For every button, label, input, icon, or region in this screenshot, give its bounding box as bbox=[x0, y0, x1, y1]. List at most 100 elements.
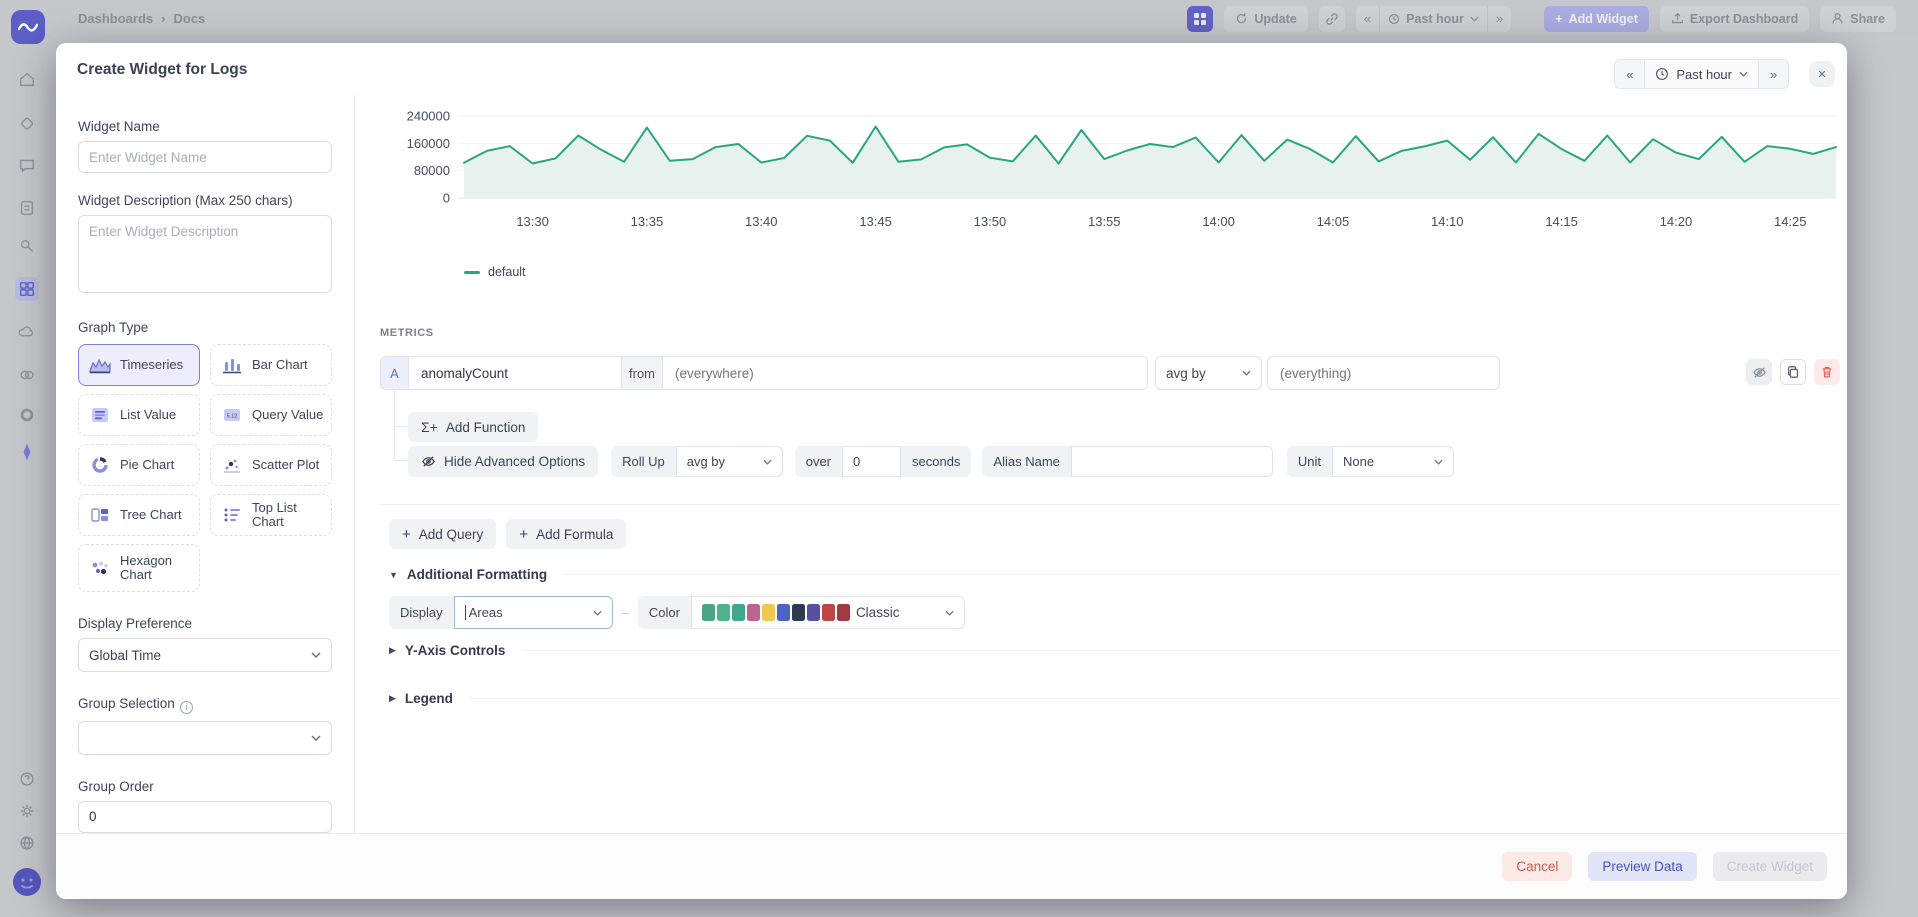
additional-formatting-section[interactable]: ▼ Additional Formatting bbox=[389, 567, 1840, 582]
breadcrumb-docs[interactable]: Docs bbox=[173, 11, 205, 26]
chevron-down-icon bbox=[945, 610, 954, 616]
y-axis-controls-section[interactable]: ▶ Y-Axis Controls bbox=[389, 643, 1840, 658]
graph-type-scatter-plot[interactable]: Scatter Plot bbox=[210, 444, 332, 486]
update-button[interactable]: Update bbox=[1224, 6, 1307, 32]
color-group: Color Classic bbox=[638, 596, 965, 629]
aggregation-select[interactable]: avg by bbox=[1155, 356, 1262, 390]
top-list-chart-icon bbox=[221, 505, 243, 525]
sidebar-records-icon[interactable] bbox=[15, 403, 39, 427]
group-by-input[interactable] bbox=[1267, 356, 1500, 390]
chevron-down-icon bbox=[311, 652, 321, 658]
add-widget-button[interactable]: + Add Widget bbox=[1544, 6, 1649, 32]
sidebar-tags-icon[interactable] bbox=[15, 112, 39, 136]
display-preference-label: Display Preference bbox=[78, 616, 332, 631]
cancel-button[interactable]: Cancel bbox=[1502, 852, 1572, 881]
graph-type-timeseries[interactable]: Timeseries bbox=[78, 344, 200, 386]
interval-input[interactable] bbox=[853, 454, 890, 469]
chevron-down-icon bbox=[763, 459, 772, 465]
graph-type-bar-chart[interactable]: Bar Chart bbox=[210, 344, 332, 386]
duplicate-query-button[interactable] bbox=[1780, 359, 1806, 385]
legend-section[interactable]: ▶ Legend bbox=[389, 691, 1840, 706]
filter-input[interactable] bbox=[663, 357, 1147, 389]
alias-input[interactable] bbox=[1082, 454, 1262, 469]
graph-type-label-text: Top List Chart bbox=[252, 501, 327, 530]
time-forward-button[interactable]: » bbox=[1488, 6, 1511, 32]
apps-grid-button[interactable] bbox=[1187, 6, 1213, 32]
plus-icon: + bbox=[402, 526, 411, 543]
sidebar-rocket-icon[interactable] bbox=[15, 234, 39, 258]
color-swatch bbox=[762, 604, 775, 621]
preview-data-button[interactable]: Preview Data bbox=[1588, 852, 1696, 881]
display-style-select[interactable]: Areas bbox=[454, 596, 613, 629]
widget-name-input[interactable] bbox=[78, 141, 332, 173]
unit-select[interactable]: None bbox=[1332, 446, 1454, 477]
color-swatch bbox=[837, 604, 850, 621]
share-button[interactable]: Share bbox=[1820, 6, 1896, 32]
color-swatch bbox=[822, 604, 835, 621]
graph-type-label-text: Hexagon Chart bbox=[120, 554, 195, 583]
interval-input-wrap bbox=[842, 446, 901, 477]
sidebar-help-icon[interactable] bbox=[15, 767, 39, 791]
group-selection-label: Group Selection i bbox=[78, 696, 332, 714]
graph-type-top-list-chart[interactable]: Top List Chart bbox=[210, 494, 332, 536]
advanced-options-row: Hide Advanced Options Roll Up avg by ove… bbox=[408, 446, 1454, 477]
graph-type-list-value[interactable]: List Value bbox=[78, 394, 200, 436]
widget-description-input[interactable] bbox=[78, 215, 332, 293]
add-function-button[interactable]: Σ+ Add Function bbox=[408, 412, 538, 442]
svg-text:13:50: 13:50 bbox=[974, 214, 1007, 229]
sidebar-globe-icon[interactable] bbox=[15, 831, 39, 855]
time-back-button[interactable]: « bbox=[1356, 6, 1379, 32]
sidebar-cloud-icon[interactable] bbox=[15, 321, 39, 345]
graph-type-pie-chart[interactable]: Pie Chart bbox=[78, 444, 200, 486]
sidebar-dashboards-icon[interactable] bbox=[15, 277, 39, 301]
over-label: over bbox=[795, 446, 842, 477]
metric-name-input[interactable] bbox=[409, 357, 621, 389]
graph-type-query-value[interactable]: 5.12 Query Value bbox=[210, 394, 332, 436]
rollup-select[interactable]: avg by bbox=[676, 446, 783, 477]
chart-legend[interactable]: default bbox=[464, 265, 1840, 279]
delete-query-button[interactable] bbox=[1814, 359, 1840, 385]
legend-swatch bbox=[464, 271, 480, 274]
group-selection-select[interactable] bbox=[78, 721, 332, 755]
export-dashboard-button[interactable]: Export Dashboard bbox=[1660, 6, 1809, 32]
sidebar-integrations-icon[interactable] bbox=[15, 363, 39, 387]
chart-canvas[interactable]: 08000016000024000013:3013:3513:4013:4513… bbox=[380, 102, 1840, 238]
graph-type-hexagon-chart[interactable]: Hexagon Chart bbox=[78, 544, 200, 592]
add-formula-button[interactable]: + Add Formula bbox=[506, 519, 626, 549]
svg-text:14:05: 14:05 bbox=[1317, 214, 1350, 229]
app-logo[interactable] bbox=[11, 10, 45, 44]
group-order-label: Group Order bbox=[78, 779, 332, 794]
metric-query-row: A from avg by bbox=[380, 356, 1500, 390]
group-selection-label-text: Group Selection bbox=[78, 696, 175, 711]
user-avatar[interactable] bbox=[13, 868, 41, 896]
info-icon[interactable]: i bbox=[180, 701, 193, 714]
sidebar-sparkle-icon[interactable] bbox=[15, 440, 39, 464]
copy-icon bbox=[1786, 365, 1800, 379]
create-widget-button[interactable]: Create Widget bbox=[1713, 852, 1827, 881]
modal-title: Create Widget for Logs bbox=[77, 61, 247, 79]
hide-query-button[interactable] bbox=[1746, 359, 1772, 385]
widget-name-label: Widget Name bbox=[78, 119, 332, 134]
color-palette-select[interactable]: Classic bbox=[691, 596, 965, 629]
sidebar-docs-icon[interactable] bbox=[15, 196, 39, 220]
list-value-icon bbox=[89, 405, 111, 425]
copy-link-button[interactable] bbox=[1319, 6, 1345, 32]
display-preference-select[interactable]: Global Time bbox=[78, 638, 332, 672]
graph-type-label: Graph Type bbox=[78, 320, 332, 335]
sidebar-chat-icon[interactable] bbox=[15, 153, 39, 177]
plus-icon: + bbox=[1555, 12, 1562, 26]
breadcrumb-dashboards[interactable]: Dashboards bbox=[78, 11, 153, 26]
group-order-input[interactable] bbox=[78, 801, 332, 833]
hide-advanced-options-button[interactable]: Hide Advanced Options bbox=[408, 446, 598, 477]
time-range-selector[interactable]: Past hour bbox=[1379, 6, 1488, 32]
sidebar-home-icon[interactable] bbox=[15, 68, 39, 92]
unit-label: Unit bbox=[1287, 446, 1332, 477]
graph-type-tree-chart[interactable]: Tree Chart bbox=[78, 494, 200, 536]
alias-group: Alias Name bbox=[982, 446, 1272, 477]
add-query-label: Add Query bbox=[419, 527, 484, 542]
query-letter-badge: A bbox=[381, 357, 409, 389]
sidebar-settings-icon[interactable] bbox=[15, 799, 39, 823]
link-icon bbox=[1325, 12, 1339, 26]
display-group: Display Areas bbox=[389, 596, 613, 629]
add-query-button[interactable]: + Add Query bbox=[389, 519, 496, 549]
